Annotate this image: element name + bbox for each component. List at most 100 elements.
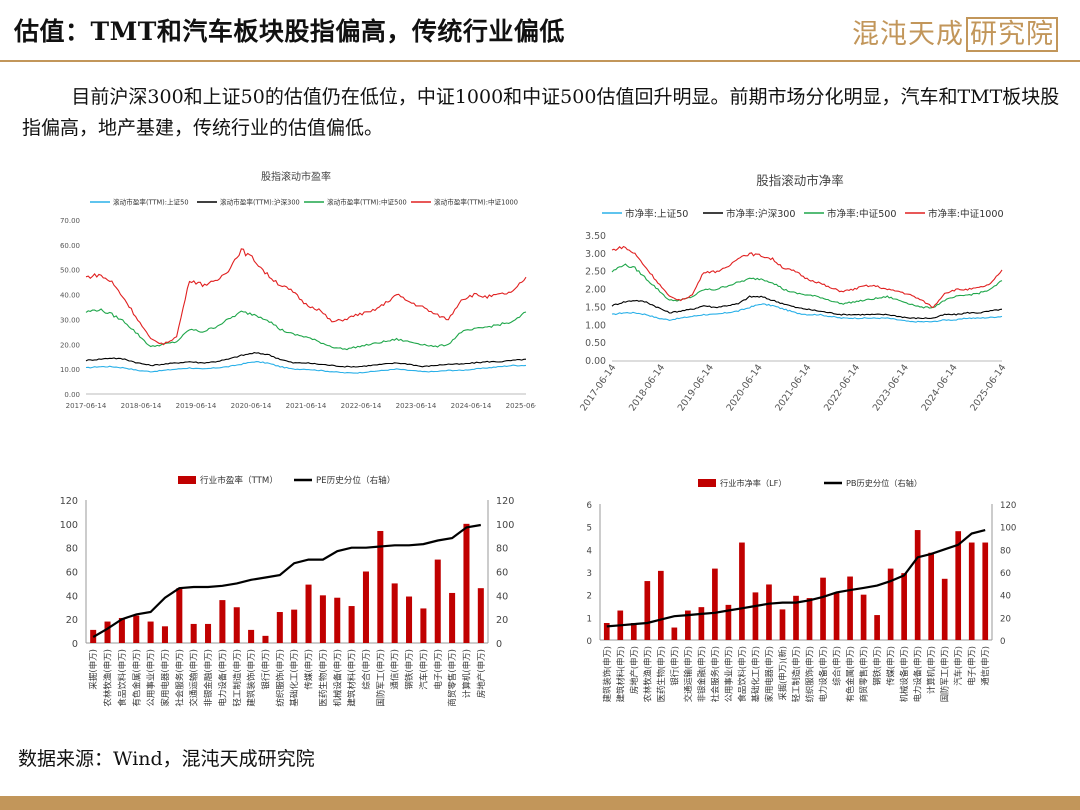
bar bbox=[941, 578, 948, 640]
y-tick-label: 2.00 bbox=[585, 285, 606, 296]
y-tick-label: 3.00 bbox=[585, 249, 606, 260]
bar bbox=[712, 568, 718, 640]
bar bbox=[968, 542, 975, 640]
category-label: 汽车(申万) bbox=[418, 649, 429, 690]
y-tick-label: 40.00 bbox=[60, 292, 80, 300]
bar bbox=[955, 531, 962, 640]
category-label: 国防军工(申万) bbox=[940, 646, 950, 702]
category-label: 采掘(申万)(新) bbox=[777, 646, 787, 700]
bar bbox=[766, 584, 772, 640]
bar bbox=[104, 621, 111, 643]
category-label: 建筑材料(申万) bbox=[615, 646, 625, 702]
chart-title: 股指滚动市净率 bbox=[756, 173, 844, 188]
y-tick-label: 0.00 bbox=[64, 391, 80, 399]
x-tick-label: 2025-06-14 bbox=[506, 402, 536, 410]
x-tick-label: 2023-06-14 bbox=[871, 362, 911, 413]
series-line bbox=[611, 295, 1003, 320]
legend-label: 行业市盈率（TTM） bbox=[200, 474, 278, 486]
series-line bbox=[611, 263, 1003, 309]
bar bbox=[190, 623, 197, 643]
category-label: 商贸零售(申万) bbox=[447, 649, 458, 707]
category-label: 电力设备(申万) bbox=[217, 649, 228, 707]
bar bbox=[118, 617, 125, 643]
y-right-tick-label: 0 bbox=[1000, 637, 1005, 647]
bar bbox=[248, 629, 255, 643]
bar bbox=[657, 570, 664, 640]
bar bbox=[806, 598, 813, 640]
bar bbox=[739, 542, 745, 640]
y-right-tick-label: 120 bbox=[1000, 501, 1016, 511]
y-right-tick-label: 0 bbox=[496, 639, 502, 650]
bar bbox=[319, 595, 326, 643]
bar bbox=[434, 559, 441, 643]
y-right-tick-label: 100 bbox=[496, 520, 514, 531]
bar bbox=[205, 623, 212, 643]
industry-pb-chart-svg: 行业市净率（LF） PB历史分位（右轴）012345602040608010012… bbox=[587, 478, 1017, 702]
y-tick-label: 60.00 bbox=[60, 242, 80, 250]
bar bbox=[698, 607, 705, 640]
bar bbox=[603, 623, 610, 640]
x-tick-label: 2020-06-14 bbox=[724, 362, 764, 413]
y-right-tick-label: 120 bbox=[496, 496, 514, 507]
y-tick-label: 20.00 bbox=[60, 341, 80, 349]
logo-box: 研究院 bbox=[966, 17, 1058, 52]
bar bbox=[305, 584, 312, 643]
bar bbox=[147, 621, 154, 643]
category-label: 家用电器(申万) bbox=[764, 646, 774, 702]
bar bbox=[219, 600, 226, 643]
bar bbox=[477, 588, 484, 643]
y-left-tick-label: 100 bbox=[60, 520, 78, 531]
legend-swatch bbox=[698, 479, 716, 487]
source-note: 数据来源：Wind，混沌天成研究院 bbox=[18, 748, 315, 770]
y-tick-label: 30.00 bbox=[60, 316, 80, 324]
page-title: 估值：TMT和汽车板块股指偏高，传统行业偏低 bbox=[14, 17, 565, 46]
category-label: 医药生物(申万) bbox=[318, 649, 329, 707]
legend-label: 市净率:中证500 bbox=[827, 208, 897, 220]
bar bbox=[348, 606, 355, 643]
y-tick-label: 70.00 bbox=[60, 217, 80, 225]
x-tick-label: 2024-06-14 bbox=[451, 402, 492, 410]
y-left-tick-label: 40 bbox=[66, 591, 78, 602]
bar bbox=[406, 596, 413, 643]
category-label: 非银金融(申万) bbox=[203, 649, 214, 707]
bar bbox=[928, 552, 935, 640]
bar bbox=[391, 583, 398, 643]
legend-label: 市净率:中证1000 bbox=[928, 208, 1004, 220]
y-right-tick-label: 20 bbox=[1000, 614, 1011, 624]
legend-swatch bbox=[178, 476, 196, 484]
intro-paragraph: 目前沪深300和上证50的估值仍在低位，中证1000和中证500估值回升明显。前… bbox=[22, 86, 1060, 139]
y-left-tick-label: 0 bbox=[587, 637, 592, 647]
brand-logo: 混沌天成 研究院 bbox=[852, 12, 1058, 52]
y-tick-label: 3.50 bbox=[585, 231, 606, 242]
y-right-tick-label: 60 bbox=[496, 568, 508, 579]
x-tick-label: 2019-06-14 bbox=[176, 402, 217, 410]
bar bbox=[233, 607, 240, 643]
x-tick-label: 2022-06-14 bbox=[341, 402, 382, 410]
bar bbox=[133, 615, 140, 643]
category-label: 纺织服饰(申万) bbox=[805, 646, 815, 702]
bar bbox=[420, 608, 427, 643]
category-label: 基础化工(申万) bbox=[750, 646, 760, 702]
category-label: 房地产(申万) bbox=[629, 646, 639, 694]
industry-pb-chart: 行业市净率（LF） PB历史分位（右轴） 0 1 2 3 4 5 6 0 20 40 60 80 100 12… bbox=[572, 470, 1032, 732]
bar bbox=[362, 571, 369, 643]
x-tick-label: 2022-06-14 bbox=[822, 362, 862, 413]
category-label: 机械设备(申万) bbox=[332, 649, 343, 707]
legend-label: 行业市净率（LF） bbox=[720, 478, 787, 488]
category-label: 交通运输(申万) bbox=[189, 649, 200, 707]
category-label: 钢铁(申万) bbox=[404, 649, 415, 690]
category-label: 医药生物(申万) bbox=[656, 646, 666, 702]
category-label: 采掘(申万) bbox=[88, 649, 99, 690]
y-right-tick-label: 80 bbox=[1000, 546, 1011, 556]
bar bbox=[291, 609, 298, 643]
series-line bbox=[606, 529, 986, 628]
category-label: 综合(申万) bbox=[361, 649, 372, 690]
category-label: 家用电器(申万) bbox=[160, 649, 171, 707]
bar bbox=[449, 592, 456, 643]
y-left-tick-label: 1 bbox=[587, 614, 592, 624]
category-label: 电力设备(申万) bbox=[818, 646, 828, 702]
bar bbox=[463, 523, 470, 643]
category-label: 计算机(申万) bbox=[461, 649, 472, 698]
category-label: 综合(申万) bbox=[832, 646, 842, 686]
